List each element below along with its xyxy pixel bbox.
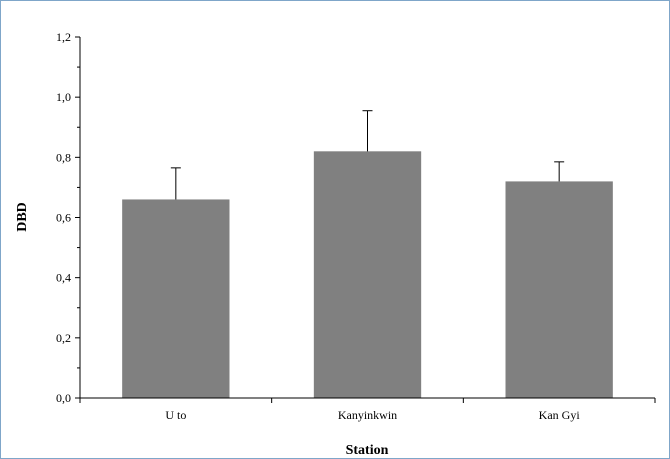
error-bars-group [170,110,565,200]
bar [313,151,422,398]
x-tick-label: Kanyinkwin [338,408,397,422]
bar [122,199,230,398]
y-tick-label: 1,0 [56,90,71,104]
bars-group [122,151,613,398]
x-ticks-group: U to Kanyinkwin Kan Gyi [79,398,656,422]
x-tick-label: U to [165,408,186,422]
y-tick-label: 0,6 [56,211,71,225]
y-tick-label: 0,2 [56,331,71,345]
y-tick-label: 0,8 [56,150,71,164]
y-tick-label: 0,0 [56,391,71,405]
y-tick-label: 0,4 [56,271,71,285]
x-axis-title: Station [346,443,389,458]
bar [505,181,613,398]
x-tick-label: Kan Gyi [539,408,581,422]
y-axis-title: DBD [15,202,30,232]
y-ticks-group: 0,0 0,2 0,4 0,6 0,8 1,0 1,2 [56,30,80,405]
y-tick-label: 1,2 [56,30,71,44]
